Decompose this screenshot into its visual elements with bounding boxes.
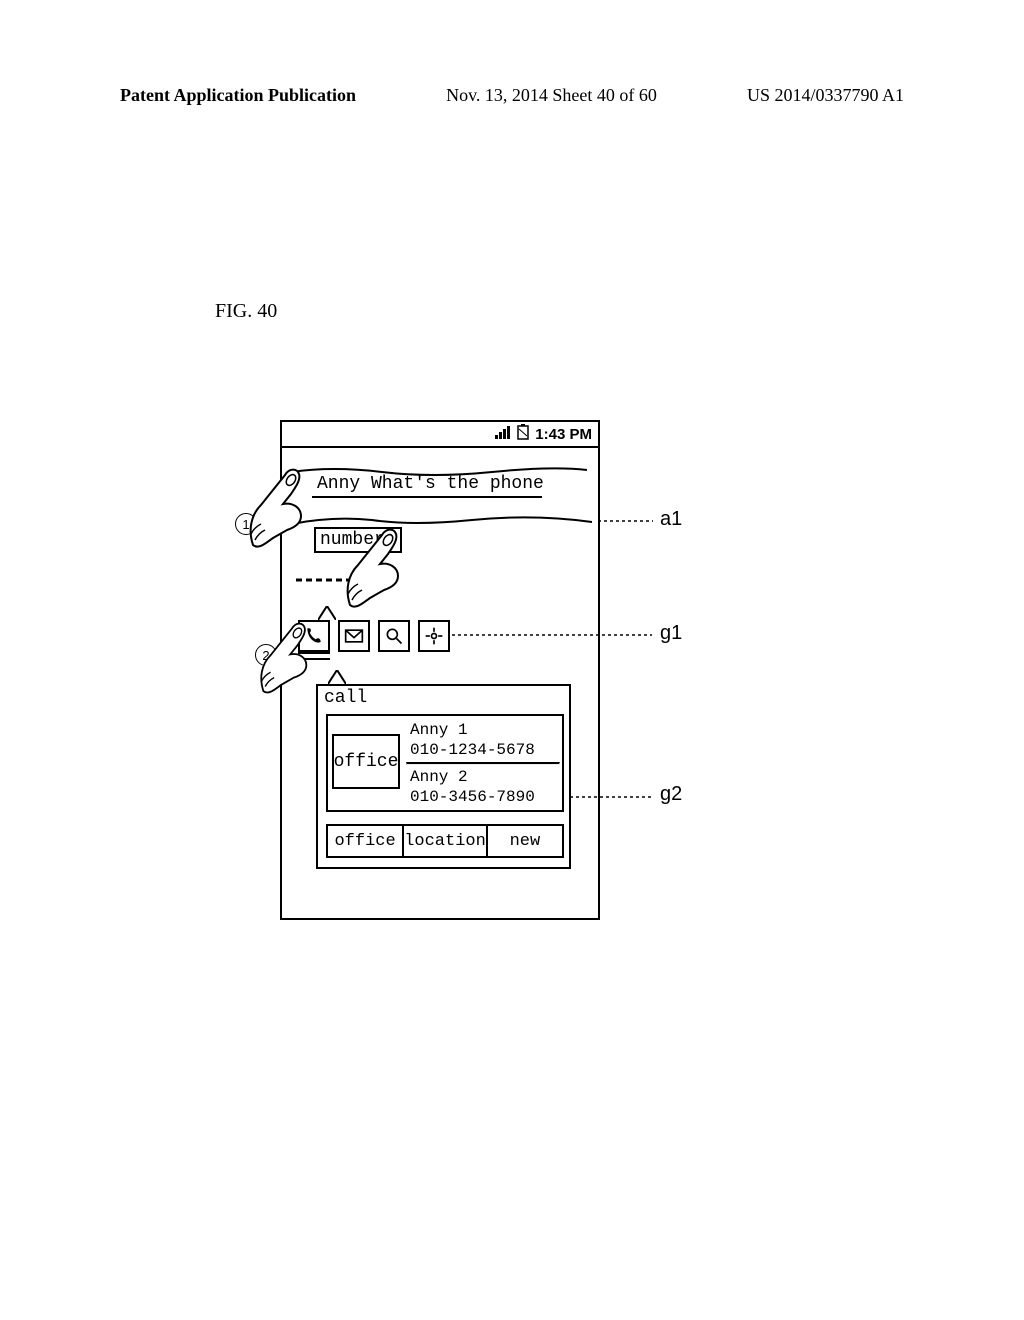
tab-office[interactable]: office [328,826,404,856]
phone-mockup: 1:43 PM Anny What's the phone number? [280,420,600,920]
lead-g1 [452,632,657,638]
contact-number: 010-1234-5678 [410,740,556,760]
hw-underline-1 [312,496,542,498]
label-a1: a1 [660,508,682,531]
figure-label: FIG. 40 [215,300,277,323]
status-bar: 1:43 PM [282,422,598,448]
lead-g2 [570,794,658,800]
nub-2-icon [328,670,346,684]
finger-swipe-icon [340,520,415,615]
action-search-button[interactable] [378,620,410,652]
contact-row[interactable]: Anny 2 010-3456-7890 [406,765,560,809]
header-mid: Nov. 13, 2014 Sheet 40 of 60 [446,85,657,106]
patent-page: Patent Application Publication Nov. 13, … [0,0,1024,1320]
contact-name: Anny 1 [410,720,556,740]
panel-tabs: office location new [326,824,564,858]
label-g2: g2 [660,783,682,806]
handwriting-line1: Anny What's the phone [317,474,544,494]
contact-name: Anny 2 [410,767,556,787]
mail-icon [344,626,364,646]
page-header: Patent Application Publication Nov. 13, … [120,85,904,106]
finger-1-icon [243,460,318,555]
search-icon [384,626,404,646]
status-time: 1:43 PM [535,426,592,443]
finger-2-icon [253,615,323,700]
results-panel: call office Anny 1 010-1234-5678 Anny 2 … [316,684,571,869]
header-left: Patent Application Publication [120,85,356,106]
contact-row[interactable]: Anny 1 010-1234-5678 [406,718,560,762]
label-g1: g1 [660,622,682,645]
battery-icon [517,424,529,444]
tab-new[interactable]: new [488,826,562,856]
tab-location[interactable]: location [404,826,488,856]
contact-number: 010-3456-7890 [410,787,556,807]
panel-title: call [318,686,569,710]
contacts-list: Anny 1 010-1234-5678 Anny 2 010-3456-789… [406,718,560,809]
signal-icon [495,425,511,443]
header-right: US 2014/0337790 A1 [747,85,904,106]
contacts-container: office Anny 1 010-1234-5678 Anny 2 010-3… [326,714,564,812]
action-mail-button[interactable] [338,620,370,652]
lead-a1 [598,518,658,524]
target-icon [424,626,444,646]
office-badge: office [332,734,400,789]
action-target-button[interactable] [418,620,450,652]
